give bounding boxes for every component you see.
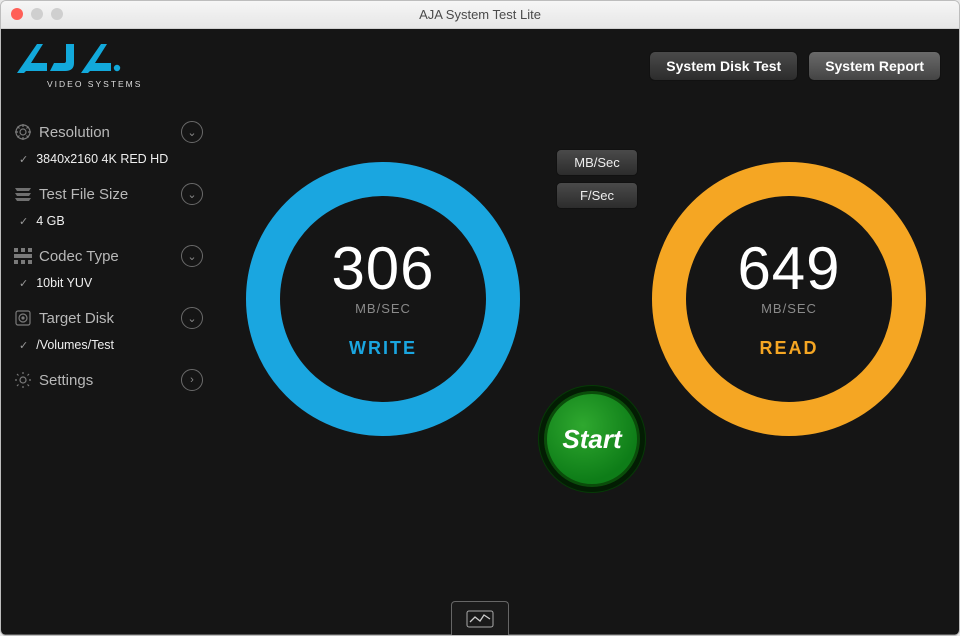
- app-content: VIDEO SYSTEMS System Disk Test System Re…: [1, 29, 959, 635]
- system-report-button[interactable]: System Report: [808, 51, 941, 81]
- window-title: AJA System Test Lite: [1, 7, 959, 22]
- sidebar-item-label: Resolution: [35, 124, 181, 141]
- sidebar-item-label: Settings: [35, 372, 181, 389]
- sidebar: Resolution ⌄ ✓3840x2160 4K RED HD Test F…: [11, 117, 211, 395]
- sidebar-item-settings[interactable]: Settings ›: [11, 365, 211, 395]
- chart-toggle-button[interactable]: [451, 601, 509, 635]
- chevron-down-icon: ⌄: [181, 307, 203, 329]
- sidebar-value-disk: ✓/Volumes/Test: [11, 333, 211, 357]
- sidebar-item-label: Codec Type: [35, 248, 181, 265]
- maximize-icon[interactable]: [51, 8, 63, 20]
- filesize-icon: [11, 185, 35, 203]
- brand-logo: VIDEO SYSTEMS: [15, 41, 195, 100]
- write-label: WRITE: [349, 338, 417, 359]
- chart-icon: [466, 610, 494, 628]
- write-unit: MB/SEC: [355, 301, 411, 316]
- sidebar-item-codec[interactable]: Codec Type ⌄: [11, 241, 211, 271]
- codec-icon: [11, 248, 35, 264]
- chevron-down-icon: ⌄: [181, 121, 203, 143]
- read-label: READ: [759, 338, 818, 359]
- titlebar: AJA System Test Lite: [1, 1, 959, 29]
- settings-icon: [11, 371, 35, 389]
- read-unit: MB/SEC: [761, 301, 817, 316]
- sidebar-item-label: Test File Size: [35, 186, 181, 203]
- write-value: 306: [331, 239, 434, 299]
- sidebar-value-resolution: ✓3840x2160 4K RED HD: [11, 147, 211, 171]
- read-gauge: 649 MB/SEC READ: [649, 159, 929, 439]
- write-gauge: 306 MB/SEC WRITE: [243, 159, 523, 439]
- sidebar-item-disk[interactable]: Target Disk ⌄: [11, 303, 211, 333]
- sidebar-item-filesize[interactable]: Test File Size ⌄: [11, 179, 211, 209]
- system-disk-test-button[interactable]: System Disk Test: [649, 51, 798, 81]
- close-icon[interactable]: [11, 8, 23, 20]
- chevron-right-icon: ›: [181, 369, 203, 391]
- sidebar-item-resolution[interactable]: Resolution ⌄: [11, 117, 211, 147]
- disk-icon: [11, 309, 35, 327]
- top-buttons: System Disk Test System Report: [649, 51, 941, 81]
- sidebar-item-label: Target Disk: [35, 310, 181, 327]
- sidebar-value-codec: ✓10bit YUV: [11, 271, 211, 295]
- chevron-down-icon: ⌄: [181, 245, 203, 267]
- read-value: 649: [737, 239, 840, 299]
- svg-text:VIDEO SYSTEMS: VIDEO SYSTEMS: [47, 79, 142, 89]
- traffic-lights: [11, 8, 63, 20]
- app-window: AJA System Test Lite VIDEO SYSTEMS Syste…: [0, 0, 960, 636]
- chevron-down-icon: ⌄: [181, 183, 203, 205]
- start-button[interactable]: Start: [544, 391, 640, 487]
- sidebar-value-filesize: ✓4 GB: [11, 209, 211, 233]
- resolution-icon: [11, 123, 35, 141]
- minimize-icon[interactable]: [31, 8, 43, 20]
